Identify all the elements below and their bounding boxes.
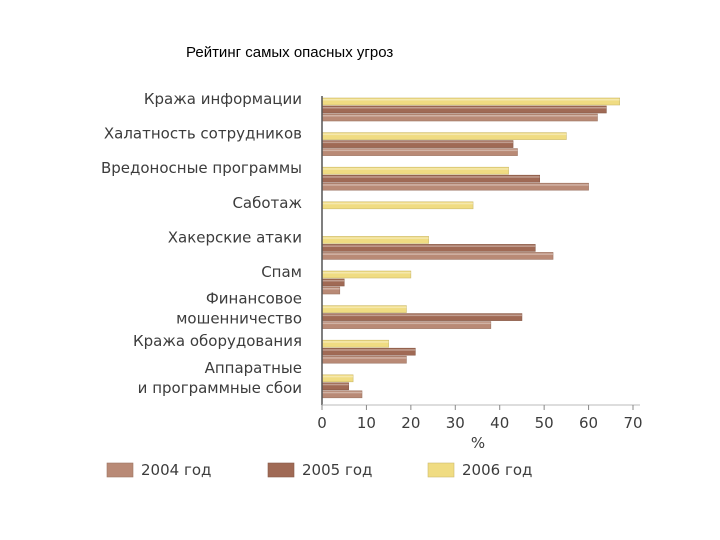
- category-label-2: Вредоносные программы: [101, 159, 302, 177]
- bar-highlight-7-1: [322, 349, 416, 351]
- x-tick-label-6: 60: [579, 414, 598, 432]
- bar-highlight-4-2: [322, 253, 554, 255]
- x-tick-label-0: 0: [317, 414, 327, 432]
- x-tick-labels: 0 10 20 30 40 50 60 70: [317, 405, 643, 432]
- bar-highlight-8-2: [322, 391, 362, 394]
- bars-group: [321, 97, 620, 399]
- bar-highlight-7-2: [322, 357, 407, 359]
- category-label-3: Саботаж: [232, 194, 302, 212]
- bar-highlight-4-0: [322, 237, 429, 239]
- bar-highlight-8-0: [322, 375, 354, 378]
- category-label-6-line-1: мошенничество: [176, 310, 302, 328]
- x-tick-label-7: 70: [623, 414, 642, 432]
- bar-highlight-6-2: [322, 322, 491, 325]
- legend: 2004 год 2005 год 2006 год: [106, 461, 532, 479]
- bar-highlight-6-1: [322, 314, 522, 317]
- bar-highlight-1-2: [322, 149, 518, 152]
- legend-swatch-1: [267, 462, 295, 478]
- chart-title: Рейтинг самых опасных угроз: [186, 44, 394, 61]
- bar-highlight-6-0: [322, 306, 407, 309]
- bar-highlight-5-1: [322, 280, 345, 282]
- bar-highlight-2-2: [322, 184, 589, 186]
- bar-highlight-8-1: [322, 383, 349, 386]
- x-tick-label-4: 40: [490, 414, 509, 432]
- x-tick-label-1: 10: [357, 414, 376, 432]
- bar-highlight-2-1: [322, 176, 540, 178]
- legend-label-0: 2004 год: [141, 461, 211, 479]
- category-label-8-line-0: Аппаратные: [205, 359, 302, 377]
- category-label-5: Спам: [261, 263, 302, 281]
- bar-highlight-0-1: [322, 107, 607, 109]
- x-tick-label-3: 30: [446, 414, 465, 432]
- bar-highlight-5-0: [322, 272, 411, 274]
- legend-label-2: 2006 год: [462, 461, 532, 479]
- category-labels: Кража информации Халатность сотрудников Вр…: [101, 90, 302, 397]
- x-axis-label: %: [471, 434, 485, 452]
- bar-highlight-1-0: [322, 133, 567, 136]
- legend-label-1: 2005 год: [302, 461, 372, 479]
- category-label-0: Кража информации: [144, 90, 302, 108]
- bar-highlight-4-1: [322, 245, 536, 247]
- bar-highlight-3-0: [322, 202, 474, 205]
- category-label-1: Халатность сотрудников: [104, 125, 302, 143]
- bar-highlight-7-0: [322, 341, 389, 343]
- legend-swatch-2: [427, 462, 455, 478]
- x-tick-label-5: 50: [535, 414, 554, 432]
- category-label-6-line-0: Финансовое: [206, 290, 302, 308]
- x-tick-label-2: 20: [401, 414, 420, 432]
- bar-highlight-0-2: [322, 115, 598, 117]
- category-label-7: Кража оборудования: [133, 332, 302, 350]
- bar-highlight-1-1: [322, 141, 514, 144]
- bar-highlight-2-0: [322, 168, 509, 170]
- bar-highlight-0-0: [322, 99, 620, 101]
- bar-highlight-5-2: [322, 288, 340, 290]
- category-label-4: Хакерские атаки: [168, 228, 302, 246]
- category-label-8-line-1: и программные сбои: [138, 379, 302, 397]
- legend-swatch-0: [106, 462, 134, 478]
